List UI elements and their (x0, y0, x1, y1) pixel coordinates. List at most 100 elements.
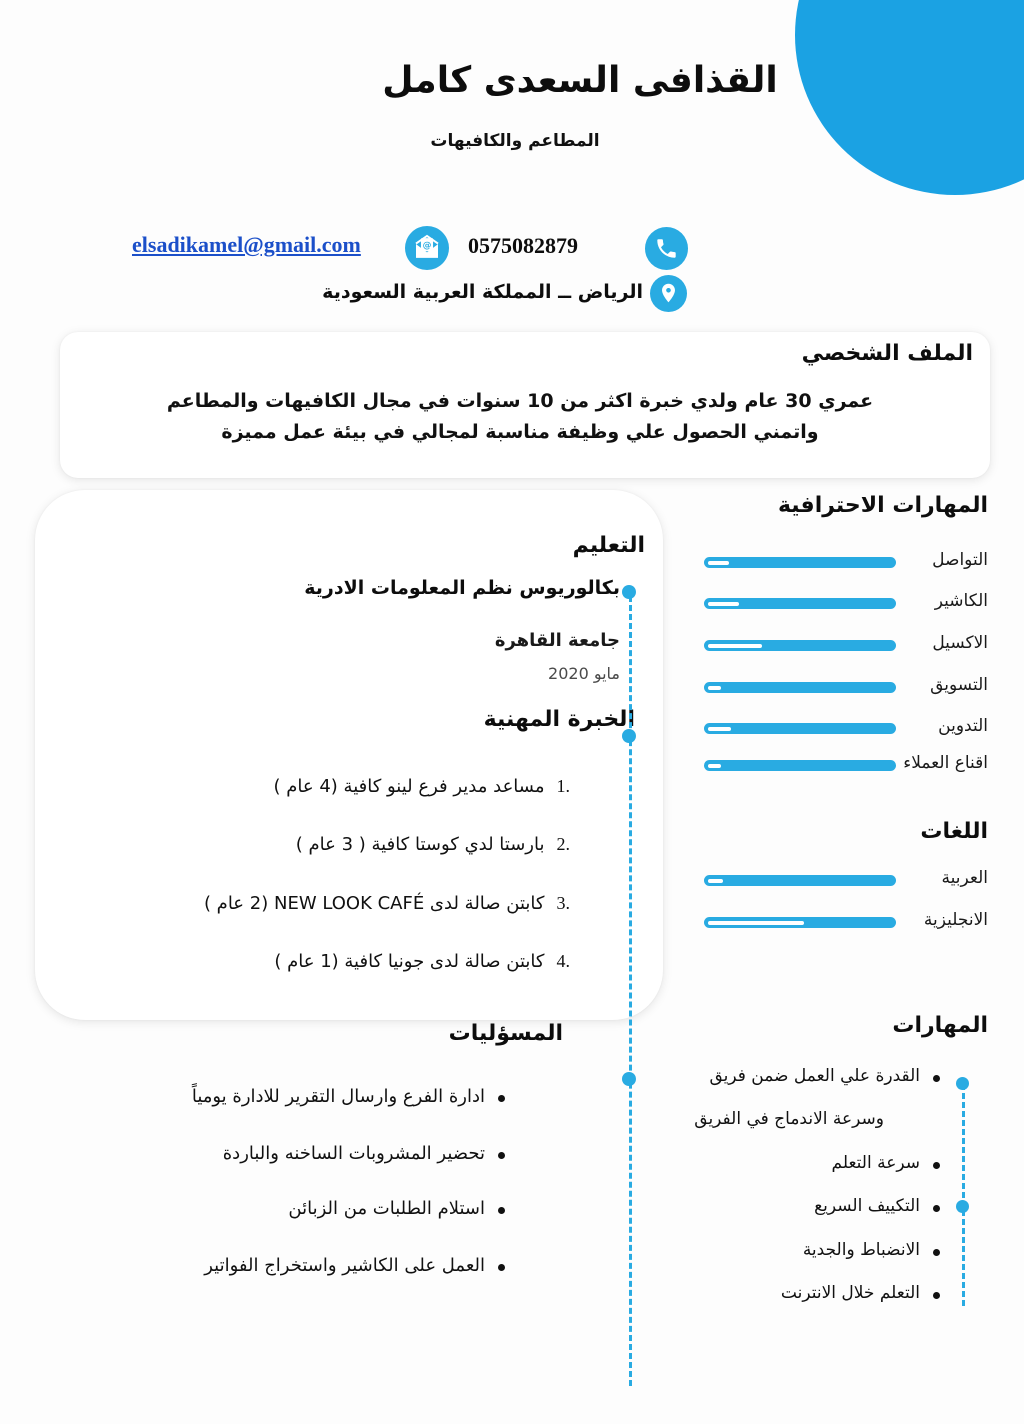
skill-list-item: الانضباط والجدية (803, 1240, 940, 1260)
bullet-icon (933, 1162, 940, 1169)
skill-row: التواصل (704, 550, 988, 574)
skill-label: الاكسيل (932, 633, 988, 653)
responsibilities-section-title: المسؤليات (448, 1021, 563, 1046)
education-section-title: التعليم (572, 533, 645, 558)
skill-label: الكاشير (934, 591, 988, 611)
candidate-name: القذافى السعدى كامل (382, 60, 778, 101)
phone-number: 0575082879 (468, 233, 578, 258)
skill-label: التدوين (938, 716, 988, 736)
language-row: العربية (704, 868, 988, 892)
skill-bar (704, 723, 896, 734)
skill-row: الاكسيل (704, 633, 988, 657)
skill-list-item: التكييف السريع (814, 1196, 940, 1216)
skill-bar-remainder (708, 763, 722, 768)
skill-list-item: سرعة التعلم (832, 1153, 940, 1173)
skill-list-text: وسرعة الاندماج في الفريق (694, 1109, 884, 1129)
skill-bar-remainder (708, 643, 762, 648)
skills-section-title: المهارات (892, 1013, 988, 1038)
skill-list-text: القدرة علي العمل ضمن فريق (709, 1066, 920, 1086)
experience-item-number: 3. (556, 893, 571, 913)
experience-item: 1. مساعد مدير فرع لينو كافية (4 عام ) (274, 776, 571, 797)
skill-bar-remainder (708, 601, 739, 606)
experience-item-text: بارستا لدي كوستا كافية ( 3 عام ) (295, 834, 545, 855)
skill-bar (704, 640, 896, 651)
experience-item: 4. كابتن صالة لدى جونيا كافية (1 عام ) (274, 951, 570, 972)
education-date: مايو 2020 (548, 664, 620, 683)
phone-icon (645, 227, 688, 274)
skill-row: التدوين (704, 716, 988, 740)
skill-bar-remainder (708, 726, 732, 731)
skill-list-text: سرعة التعلم (831, 1153, 920, 1173)
skill-list-item: وسرعة الاندماج في الفريق (694, 1109, 884, 1129)
responsibility-text: العمل على الكاشير واستخراج الفواتير (204, 1255, 485, 1276)
languages-section-title: اللغات (920, 819, 988, 844)
language-bar-remainder (708, 878, 724, 883)
experience-item-number: 2. (556, 834, 571, 854)
timeline-line (629, 596, 632, 1386)
experience-item: 2. بارستا لدي كوستا كافية ( 3 عام ) (296, 834, 570, 855)
profile-section-title: الملف الشخصي (801, 341, 973, 366)
experience-section-title: الخبرة المهنية (483, 707, 635, 732)
email-icon: @ (405, 226, 449, 274)
responsibility-item: ادارة الفرع وارسال التقرير للادارة يوميا… (192, 1086, 505, 1107)
skill-list-text: التكييف السريع (814, 1196, 920, 1216)
skill-list-text: الانضباط والجدية (802, 1240, 920, 1260)
skill-bar-remainder (708, 685, 722, 690)
language-bar-remainder (708, 920, 804, 925)
timeline-dot (622, 585, 636, 599)
experience-item-number: 1. (556, 776, 571, 796)
language-label: العربية (941, 868, 988, 888)
timeline-dot (622, 1072, 636, 1086)
skill-list-text: التعلم خلال الانترنت (780, 1283, 920, 1303)
bullet-icon (498, 1264, 505, 1271)
experience-item: 3. كابتن صالة لدى NEW LOOK CAFÉ (2 عام ) (204, 893, 570, 914)
bullet-icon (933, 1249, 940, 1256)
profile-text-line1: عمري 30 عام ولدي خبرة اكثر من 10 سنوات ف… (166, 390, 874, 412)
language-row: الانجليزية (704, 910, 988, 934)
skill-label: التواصل (932, 550, 988, 570)
language-bar (704, 917, 896, 928)
language-bar (704, 875, 896, 886)
bullet-icon (498, 1152, 505, 1159)
svg-text:@: @ (423, 241, 432, 251)
skill-bar (704, 598, 896, 609)
skill-list-item: القدرة علي العمل ضمن فريق (709, 1066, 940, 1086)
candidate-field: المطاعم والكافيهات (430, 131, 600, 151)
skill-label: اقناع العملاء (903, 753, 988, 773)
bullet-icon (933, 1292, 940, 1299)
responsibility-item: العمل على الكاشير واستخراج الفواتير (204, 1255, 505, 1276)
responsibility-text: ادارة الفرع وارسال التقرير للادارة يوميا… (191, 1086, 485, 1107)
bullet-icon (498, 1207, 505, 1214)
experience-item-number: 4. (556, 951, 571, 971)
language-label: الانجليزية (923, 910, 988, 930)
bullet-icon (933, 1205, 940, 1212)
location-icon (650, 275, 687, 316)
experience-item-text: كابتن صالة لدى جونيا كافية (1 عام ) (274, 951, 545, 972)
professional-skills-section-title: المهارات الاحترافية (777, 493, 988, 518)
email-link[interactable]: elsadikamel@gmail.com (132, 232, 361, 257)
skill-row: اقناع العملاء (704, 753, 988, 777)
responsibility-text: تحضير المشروبات الساخنه والباردة (222, 1143, 485, 1164)
timeline-dot (956, 1077, 969, 1090)
timeline-dot (956, 1200, 969, 1213)
experience-item-text: كابتن صالة لدى NEW LOOK CAFÉ (2 عام ) (203, 893, 545, 914)
skill-bar (704, 760, 896, 771)
skill-bar (704, 682, 896, 693)
skills-timeline-line (962, 1084, 965, 1306)
profile-text-line2: واتمني الحصول علي وظيفة مناسبة لمجالي في… (221, 421, 819, 443)
skill-bar-remainder (708, 560, 730, 565)
education-degree: بكالوريوس نظم المعلومات الادرية (304, 577, 620, 599)
bullet-icon (933, 1075, 940, 1082)
timeline-dot (622, 729, 636, 743)
education-experience-card (35, 490, 663, 1020)
responsibility-item: تحضير المشروبات الساخنه والباردة (223, 1143, 505, 1164)
skill-label: التسويق (930, 675, 988, 695)
skill-row: الكاشير (704, 591, 988, 615)
skill-row: التسويق (704, 675, 988, 699)
bullet-icon (498, 1095, 505, 1102)
education-university: جامعة القاهرة (494, 630, 620, 651)
responsibility-item: استلام الطلبات من الزبائن (288, 1198, 505, 1219)
skill-bar (704, 557, 896, 568)
profile-card (60, 332, 990, 478)
